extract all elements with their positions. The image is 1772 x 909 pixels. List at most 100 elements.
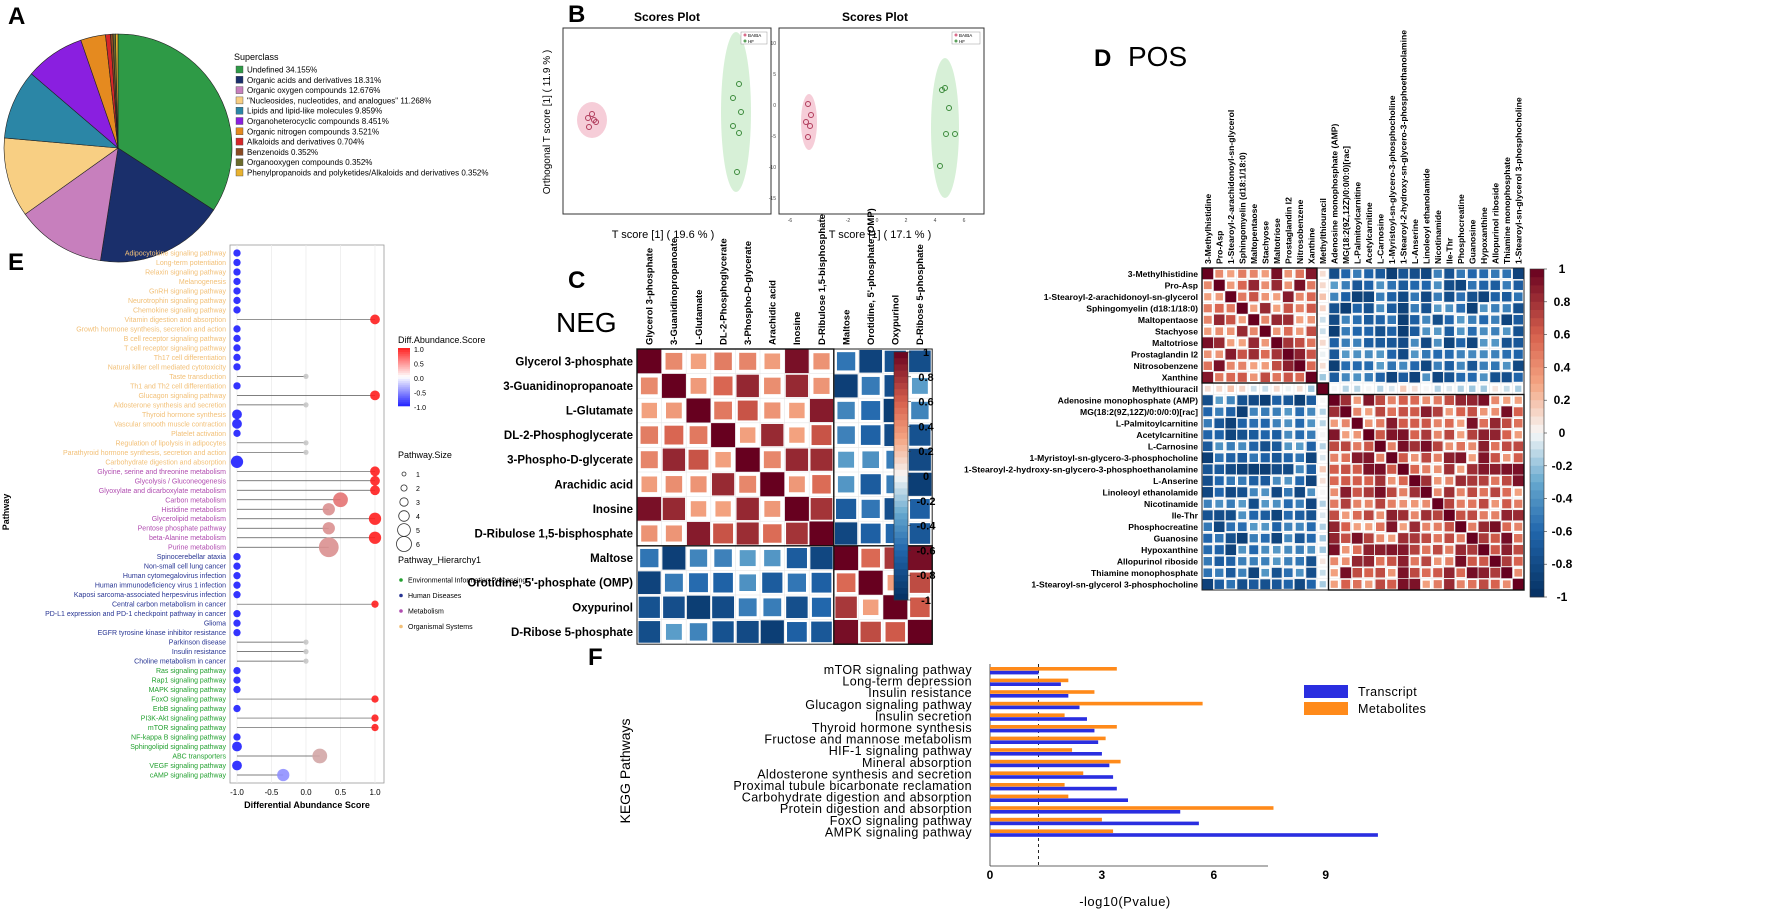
pos-cell-8-15: [1376, 362, 1384, 370]
pos-cell-27-25: [1490, 579, 1500, 589]
neg-colorbar-label-1: 0.8: [918, 372, 933, 384]
neg-cell-10-11: [910, 597, 930, 618]
pos-cell-4-9: [1307, 315, 1315, 324]
pos-cell-17-6: [1271, 464, 1282, 475]
neg-cell-7-7: [809, 521, 834, 546]
lollipop-pathway-label-34: Human cytomegalovirus infection: [123, 573, 226, 580]
pos-cell-7-20: [1433, 349, 1443, 359]
pos-cell-25-19: [1421, 556, 1432, 567]
pos-cell-3-0: [1203, 304, 1212, 313]
pos-cell-11-9: [1306, 395, 1316, 405]
lollipop-score-gradient-step: [398, 363, 410, 366]
pos-cell-7-22: [1456, 350, 1465, 359]
pos-cell-27-15: [1375, 579, 1386, 590]
pos-cell-2-13: [1351, 291, 1363, 303]
pos-cell-3-18: [1410, 304, 1419, 313]
neg-cell-11-4: [736, 620, 759, 643]
pos-cell-21-9: [1306, 510, 1317, 521]
pos-cell-11-16: [1387, 396, 1396, 405]
pos-row-label-24: Hypoxanthine: [1141, 545, 1198, 555]
pos-cell-20-6: [1272, 499, 1281, 508]
pos-cell-10-7: [1285, 386, 1291, 392]
pos-cell-25-27: [1513, 556, 1523, 566]
pos-cell-4-10: [1319, 316, 1326, 323]
pos-cell-9-14: [1364, 373, 1373, 382]
lollipop-pathway-label-38: PD-L1 expression and PD-1 checkpoint pat…: [45, 611, 227, 618]
lollipop-legend-score-tick-4: -1.0: [414, 405, 426, 412]
pos-cell-19-0: [1202, 487, 1213, 498]
pos-cell-13-14: [1365, 419, 1373, 427]
neg-colorbar-step: [894, 445, 908, 452]
pos-colorbar-label-6: -0.2: [1552, 459, 1573, 473]
pos-cell-7-16: [1387, 349, 1397, 359]
pos-cell-4-21: [1444, 315, 1454, 325]
pos-cell-27-16: [1387, 579, 1397, 589]
lollipop-pathway-label-25: Glyoxylate and dicarboxylate metabolism: [99, 488, 226, 495]
pos-cell-22-13: [1353, 523, 1361, 531]
neg-cell-2-8: [837, 401, 855, 420]
pos-cell-3-3: [1236, 302, 1248, 314]
pos-cell-25-6: [1272, 557, 1281, 566]
lollipop-point-13: [303, 373, 309, 379]
pos-cell-8-18: [1410, 361, 1420, 371]
lollipop-point-19: [233, 429, 241, 437]
lollipop-legend-hier-label-3: Organismal Systems: [408, 624, 473, 631]
lollipop-point-38: [233, 610, 241, 618]
neg-row-label-11: D-Ribose 5-phosphate: [511, 627, 633, 639]
pos-cell-13-15: [1376, 419, 1385, 428]
pos-cell-6-6: [1271, 337, 1283, 349]
pie-legend-label-3: "Nucleosides, nucleotides, and analogues…: [247, 96, 431, 105]
neg-cell-9-5: [762, 572, 783, 593]
neg-cell-1-4: [736, 374, 759, 398]
pos-cell-23-13: [1351, 532, 1363, 544]
pos-cell-8-6: [1272, 361, 1282, 371]
pie-legend-label-10: Phenylpropanoids and polyketides/Alkaloi…: [247, 169, 489, 178]
pos-cell-0-1: [1215, 269, 1224, 278]
pos-cell-5-10: [1319, 328, 1326, 335]
lollipop-point-41: [303, 639, 309, 645]
kegg-bar-metabolites-0: [990, 667, 1117, 671]
pos-cell-16-4: [1249, 453, 1259, 463]
pos-cell-22-1: [1214, 521, 1225, 532]
pos-cell-8-2: [1226, 361, 1235, 370]
pos-cell-1-24: [1479, 280, 1489, 290]
lollipop-point-37: [371, 600, 379, 608]
kegg-bar-transcript-1: [990, 682, 1061, 686]
lollipop-pathway-label-0: Adipocytokine signaling pathway: [125, 251, 227, 258]
pos-cell-10-23: [1469, 385, 1476, 392]
pos-cell-22-5: [1261, 522, 1270, 531]
neg-colorbar-label-0: 1: [923, 347, 929, 359]
pos-cell-1-6: [1271, 280, 1282, 291]
pos-cell-15-9: [1306, 441, 1316, 451]
pos-cell-1-4: [1248, 280, 1259, 291]
neg-cell-4-6: [785, 448, 809, 471]
neg-cell-5-11: [908, 472, 932, 496]
pos-cell-21-6: [1271, 509, 1283, 521]
pos-cell-4-17: [1397, 314, 1409, 326]
pos-colorbar-step: [1530, 351, 1544, 360]
pos-cell-25-8: [1295, 556, 1305, 566]
pos-cell-21-0: [1202, 510, 1213, 521]
pos-cell-7-11: [1329, 349, 1340, 360]
scores-right-title: Scores Plot: [842, 10, 908, 24]
pos-cell-8-11: [1328, 360, 1340, 372]
pos-cell-7-1: [1215, 350, 1224, 359]
pos-cell-12-11: [1329, 406, 1340, 417]
pos-row-label-11: Adenosine monophosphate (AMP): [1058, 395, 1199, 405]
pos-cell-20-24: [1478, 498, 1489, 509]
pos-cell-0-18: [1409, 268, 1420, 279]
kegg-pathway-label-9: Aldosterone synthesis and secretion: [757, 767, 972, 781]
lollipop-pathway-label-1: Long-term potentiation: [156, 260, 226, 267]
neg-colorbar-label-2: 0.6: [918, 397, 933, 409]
neg-cell-2-2: [686, 398, 711, 423]
pos-cell-9-7: [1283, 372, 1293, 382]
pos-cell-9-4: [1249, 373, 1258, 381]
pos-cell-12-0: [1203, 407, 1213, 417]
pos-cell-12-9: [1307, 407, 1316, 416]
pos-cell-19-13: [1352, 487, 1362, 497]
pos-cell-16-12: [1341, 453, 1350, 462]
pos-cell-18-18: [1409, 475, 1421, 487]
pos-cell-20-15: [1375, 498, 1386, 509]
pos-cell-21-4: [1249, 510, 1259, 520]
pos-cell-8-25: [1490, 361, 1500, 371]
